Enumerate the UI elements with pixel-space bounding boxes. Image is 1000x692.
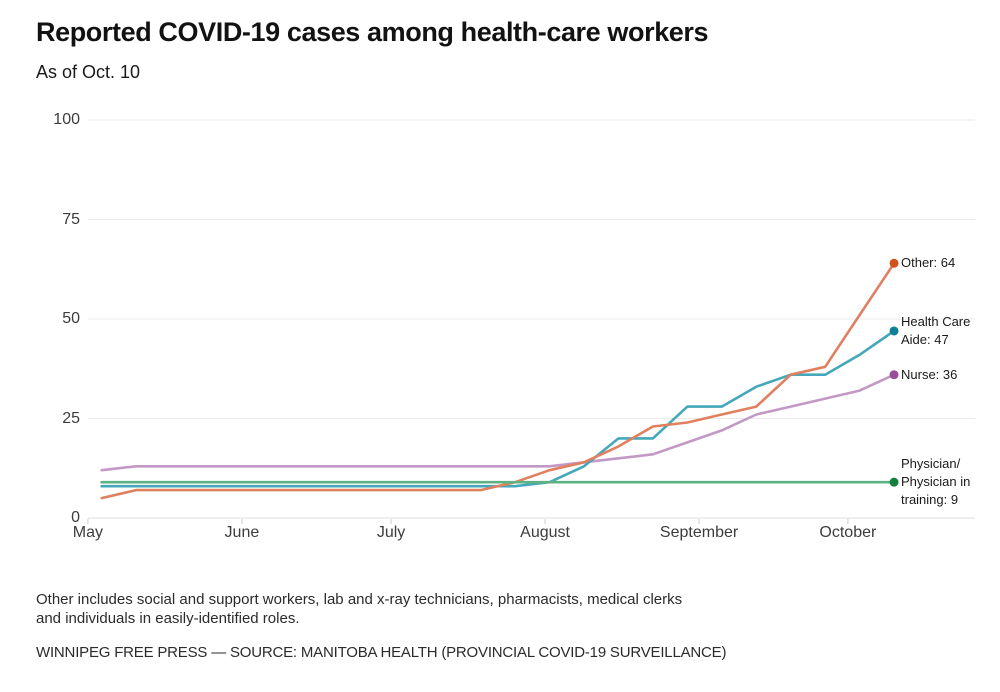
series-end-label-line: Health Care [901,313,971,329]
footnote-line: and individuals in easily-identified rol… [36,610,300,627]
y-axis-label: 100 [53,111,80,128]
y-axis-label: 0 [71,509,80,526]
series-end-label: Other: 64 [901,254,955,272]
series-dot-physician-physician-in-training [889,477,899,487]
source-credit: WINNIPEG FREE PRESS — SOURCE: MANITOBA H… [36,644,727,661]
y-axis-label: 50 [62,310,80,327]
series-dot-nurse [889,370,899,380]
footnote: Other includes social and support worker… [36,590,682,628]
y-axis-label: 25 [62,409,80,427]
x-axis-label: June [224,524,260,541]
series-dot-health-care-aide [889,326,899,336]
series-end-label-line: Nurse: 36 [901,366,958,382]
series-line-other [100,261,896,500]
x-axis-label: August [520,524,570,541]
series-line-nurse [100,373,896,472]
series-line-health-care-aide [100,329,896,488]
series-end-label-line: Other: 64 [901,255,956,271]
series-end-label-line: Physician in [901,474,971,490]
chart-subtitle: As of Oct. 10 [36,62,141,82]
x-axis-label: September [659,524,739,541]
series-end-label-line: Aide: 47 [901,331,949,347]
x-axis-label: July [376,524,406,541]
series-end-label: Physician/Physician in training: 9 [901,455,970,509]
y-axis-label: 75 [62,210,80,228]
series-end-label: Nurse: 36 [901,366,957,384]
series-end-label-line: Physician/ [901,456,961,472]
x-axis-label: October [819,524,877,541]
series-end-label-line: training: 9 [901,492,959,508]
x-axis-label: May [72,524,104,541]
chart-title: Reported COVID-19 cases among health-car… [36,17,709,47]
footnote-line: Other includes social and support worker… [36,591,683,608]
series-end-label: Health Care Aide: 47 [901,313,970,349]
series-dot-other [889,258,899,268]
